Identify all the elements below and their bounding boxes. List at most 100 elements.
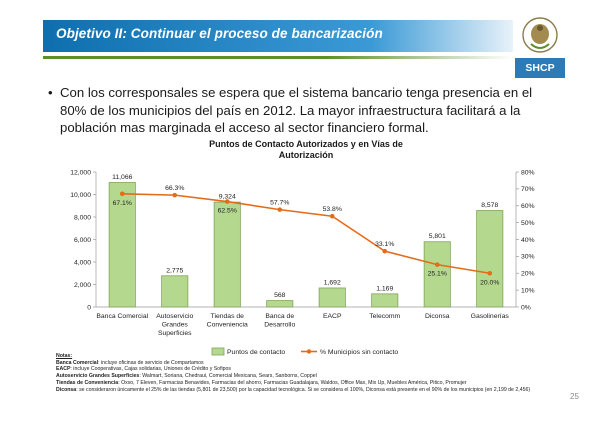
legend-label-line: % Municipios sin contacto — [320, 349, 398, 356]
chart-title: Puntos de Contacto Autorizados y en Vías… — [209, 139, 403, 160]
x-tick-label-line: Desarrollo — [264, 322, 295, 329]
legend-label-bar: Puntos de contacto — [227, 349, 285, 356]
line-point — [487, 270, 493, 276]
note-text: : incluye Cooperativas, Cajas solidarias… — [70, 366, 232, 373]
line-value-label: 20.0% — [480, 279, 499, 286]
slide-title: Objetivo II: Continuar el proceso de ban… — [56, 26, 383, 41]
line-municipios-sin-contacto — [122, 192, 490, 275]
line-point — [224, 199, 230, 204]
bar-puntos-de-contacto — [161, 275, 189, 308]
bar-puntos-de-contacto — [371, 293, 399, 308]
bar-puntos-de-contacto — [213, 201, 241, 308]
note-label: Autoservicio Grandes Superficies — [56, 373, 140, 380]
bullet-text: Con los corresponsales se espera que el … — [60, 85, 533, 135]
chart-title-line: Puntos de Contacto Autorizados y en Vías… — [209, 139, 403, 149]
bar-puntos-de-contacto — [423, 241, 451, 308]
x-tick-label: Gasolinerías — [471, 313, 510, 320]
note-text: : Oxxo, 7 Eleven, Farmacias Benavides, F… — [118, 379, 467, 386]
line-point — [382, 248, 388, 254]
legend-swatch-bar — [211, 347, 225, 356]
legend-swatch-point — [306, 349, 312, 354]
bar-value-label: 1,692 — [324, 279, 341, 286]
x-tick-label-line: Gasolinerías — [471, 313, 510, 320]
line-value-label: 57.7% — [270, 200, 289, 207]
title-stripe — [43, 56, 513, 59]
y-right-tick-label: 30% — [521, 254, 535, 261]
x-tick-label: EACP — [323, 313, 342, 320]
note-label: Banca Comercial — [56, 359, 99, 366]
bar-puntos-de-contacto — [476, 210, 504, 308]
x-tick-label: Diconsa — [425, 313, 450, 320]
bullet-text-block: • Con los corresponsales se espera que e… — [48, 84, 560, 137]
y-right-tick-label: 70% — [521, 186, 535, 193]
x-tick-label-line: Superficies — [158, 330, 192, 337]
bar-puntos-de-contacto — [318, 287, 346, 308]
note-line: Tiendas de Conveniencia: Oxxo, 7 Eleven,… — [56, 380, 536, 387]
note-text: : se consideraron únicamente el 25% de l… — [76, 386, 531, 393]
line-point — [329, 213, 335, 219]
bar-puntos-de-contacto — [108, 182, 136, 308]
title-banner — [43, 20, 513, 52]
note-text: : Walmart, Soriana, Chedraui, Comercial … — [139, 373, 317, 380]
line-value-label: 66.3% — [165, 185, 184, 192]
line-point — [172, 192, 178, 198]
y-right-tick-label: 10% — [521, 287, 535, 294]
x-tick-label-line: Tiendas de — [211, 313, 245, 320]
y-right-tick-label: 50% — [521, 220, 535, 227]
bullet-dot: • — [48, 85, 53, 100]
shcp-logo-text: SHCP — [515, 58, 565, 78]
y-right-tick-label: 60% — [521, 203, 535, 210]
x-tick-label: Banca Comercial — [96, 313, 148, 320]
notes-heading: Notas: — [56, 353, 73, 359]
bar-value-label: 11,066 — [112, 174, 133, 181]
x-tick-label-line: Grandes — [162, 322, 189, 329]
y-left-tick-label: 12,000 — [70, 169, 91, 176]
x-tick-label: Autoservicio Grandes Superficies — [156, 313, 193, 337]
line-point — [119, 191, 125, 197]
page-number: 25 — [570, 392, 579, 401]
line-point — [277, 207, 283, 212]
line-value-label: 53.8% — [323, 206, 342, 213]
note-line: Banca Comercial: incluye oficinas de ser… — [56, 360, 536, 367]
y-left-tick-label: 10,000 — [70, 192, 91, 199]
coat-of-arms-logo — [515, 14, 565, 72]
x-tick-label-line: Conveniencia — [207, 322, 248, 329]
line-value-label: 33.1% — [375, 241, 394, 248]
y-left-tick-label: 4,000 — [74, 259, 91, 266]
y-right-tick-label: 20% — [521, 271, 535, 278]
x-tick-label-line: EACP — [323, 313, 342, 320]
note-text: : incluye oficinas de servicio de Compar… — [98, 359, 204, 366]
bar-value-label: 9,324 — [219, 194, 236, 201]
line-point — [434, 262, 440, 267]
note-line: Diconsa: se consideraron únicamente el 2… — [56, 387, 536, 394]
x-tick-label-line: Autoservicio — [156, 313, 193, 320]
line-value-label: 25.1% — [428, 271, 447, 278]
x-tick-label: Banca de Desarrollo — [264, 313, 295, 329]
y-right-tick-label: 80% — [521, 169, 535, 176]
y-left-tick-label: 8,000 — [74, 214, 91, 221]
y-left-tick-label: 0 — [87, 304, 91, 311]
line-value-label: 62.5% — [218, 208, 237, 215]
y-right-tick-label: 0% — [521, 304, 531, 311]
x-tick-label-line: Telecomm — [369, 313, 400, 320]
chart-title-line: Autorización — [279, 150, 334, 160]
note-label: EACP — [56, 366, 71, 373]
bar-value-label: 8,578 — [481, 202, 498, 209]
bar-value-label: 568 — [274, 292, 286, 299]
bar-puntos-de-contacto — [266, 300, 294, 308]
line-value-label: 67.1% — [113, 200, 132, 207]
x-tick-label-line: Banca de — [265, 313, 294, 320]
bar-value-label: 2,775 — [166, 267, 183, 274]
y-left-tick-label: 6,000 — [74, 237, 91, 244]
bar-value-label: 5,801 — [429, 233, 446, 240]
y-left-tick-label: 2,000 — [74, 282, 91, 289]
y-right-tick-label: 40% — [521, 237, 535, 244]
bar-value-label: 1,169 — [376, 285, 393, 292]
x-tick-label-line: Diconsa — [425, 313, 450, 320]
note-line: EACP: incluye Cooperativas, Cajas solida… — [56, 366, 536, 373]
notes-block: Notas: Banca Comercial: incluye oficinas… — [56, 353, 536, 393]
x-tick-label-line: Banca Comercial — [96, 313, 148, 320]
x-tick-label: Telecomm — [369, 313, 400, 320]
x-tick-label: Tiendas de Conveniencia — [207, 313, 248, 329]
